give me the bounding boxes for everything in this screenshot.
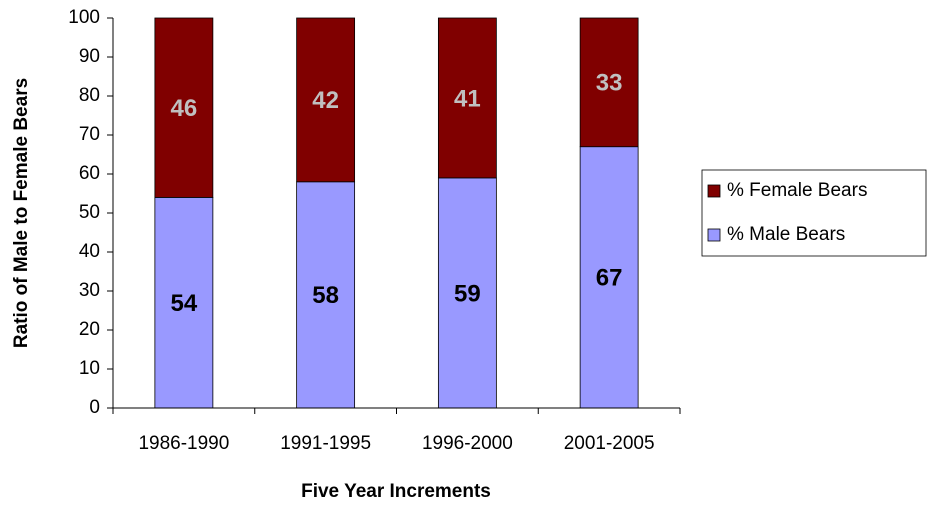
data-label: 59 <box>454 280 481 307</box>
legend-label: % Male Bears <box>727 224 845 245</box>
bar-segment <box>154 196 214 409</box>
y-tick-label: 40 <box>79 241 100 262</box>
y-tick-label: 70 <box>79 124 100 145</box>
y-tick-label: 50 <box>79 202 100 223</box>
x-tick-label: 1996-2000 <box>422 433 513 454</box>
data-label: 54 <box>171 290 198 317</box>
y-tick-label: 0 <box>89 397 100 418</box>
y-axis-title: Ratio of Male to Female Bears <box>11 78 32 348</box>
bar-segment <box>437 17 497 179</box>
bar-segment <box>579 17 639 148</box>
bar-segment <box>296 181 356 409</box>
bar-segment <box>154 17 214 198</box>
data-label: 46 <box>171 95 198 122</box>
y-tick-label: 10 <box>79 358 100 379</box>
x-tick-label: 1986-1990 <box>138 433 229 454</box>
legend-label: % Female Bears <box>727 180 867 201</box>
x-tick-label: 1991-1995 <box>280 433 371 454</box>
y-tick-label: 90 <box>79 46 100 67</box>
y-tick-label: 20 <box>79 319 100 340</box>
legend-swatch <box>707 228 721 242</box>
data-label: 58 <box>312 282 339 309</box>
x-tick-label: 2001-2005 <box>564 433 655 454</box>
data-label: 67 <box>596 265 623 292</box>
y-tick-label: 100 <box>68 7 100 28</box>
y-tick-label: 60 <box>79 163 100 184</box>
legend-box <box>701 169 927 257</box>
legend-swatch <box>707 184 721 198</box>
y-tick-label: 30 <box>79 280 100 301</box>
y-tick-label: 80 <box>79 85 100 106</box>
bar-segment <box>296 17 356 183</box>
bar-segment <box>579 146 639 409</box>
data-label: 41 <box>454 85 481 112</box>
data-label: 42 <box>312 87 339 114</box>
data-label: 33 <box>596 70 623 97</box>
bar-segment <box>437 177 497 409</box>
x-axis-title: Five Year Increments <box>301 481 491 502</box>
